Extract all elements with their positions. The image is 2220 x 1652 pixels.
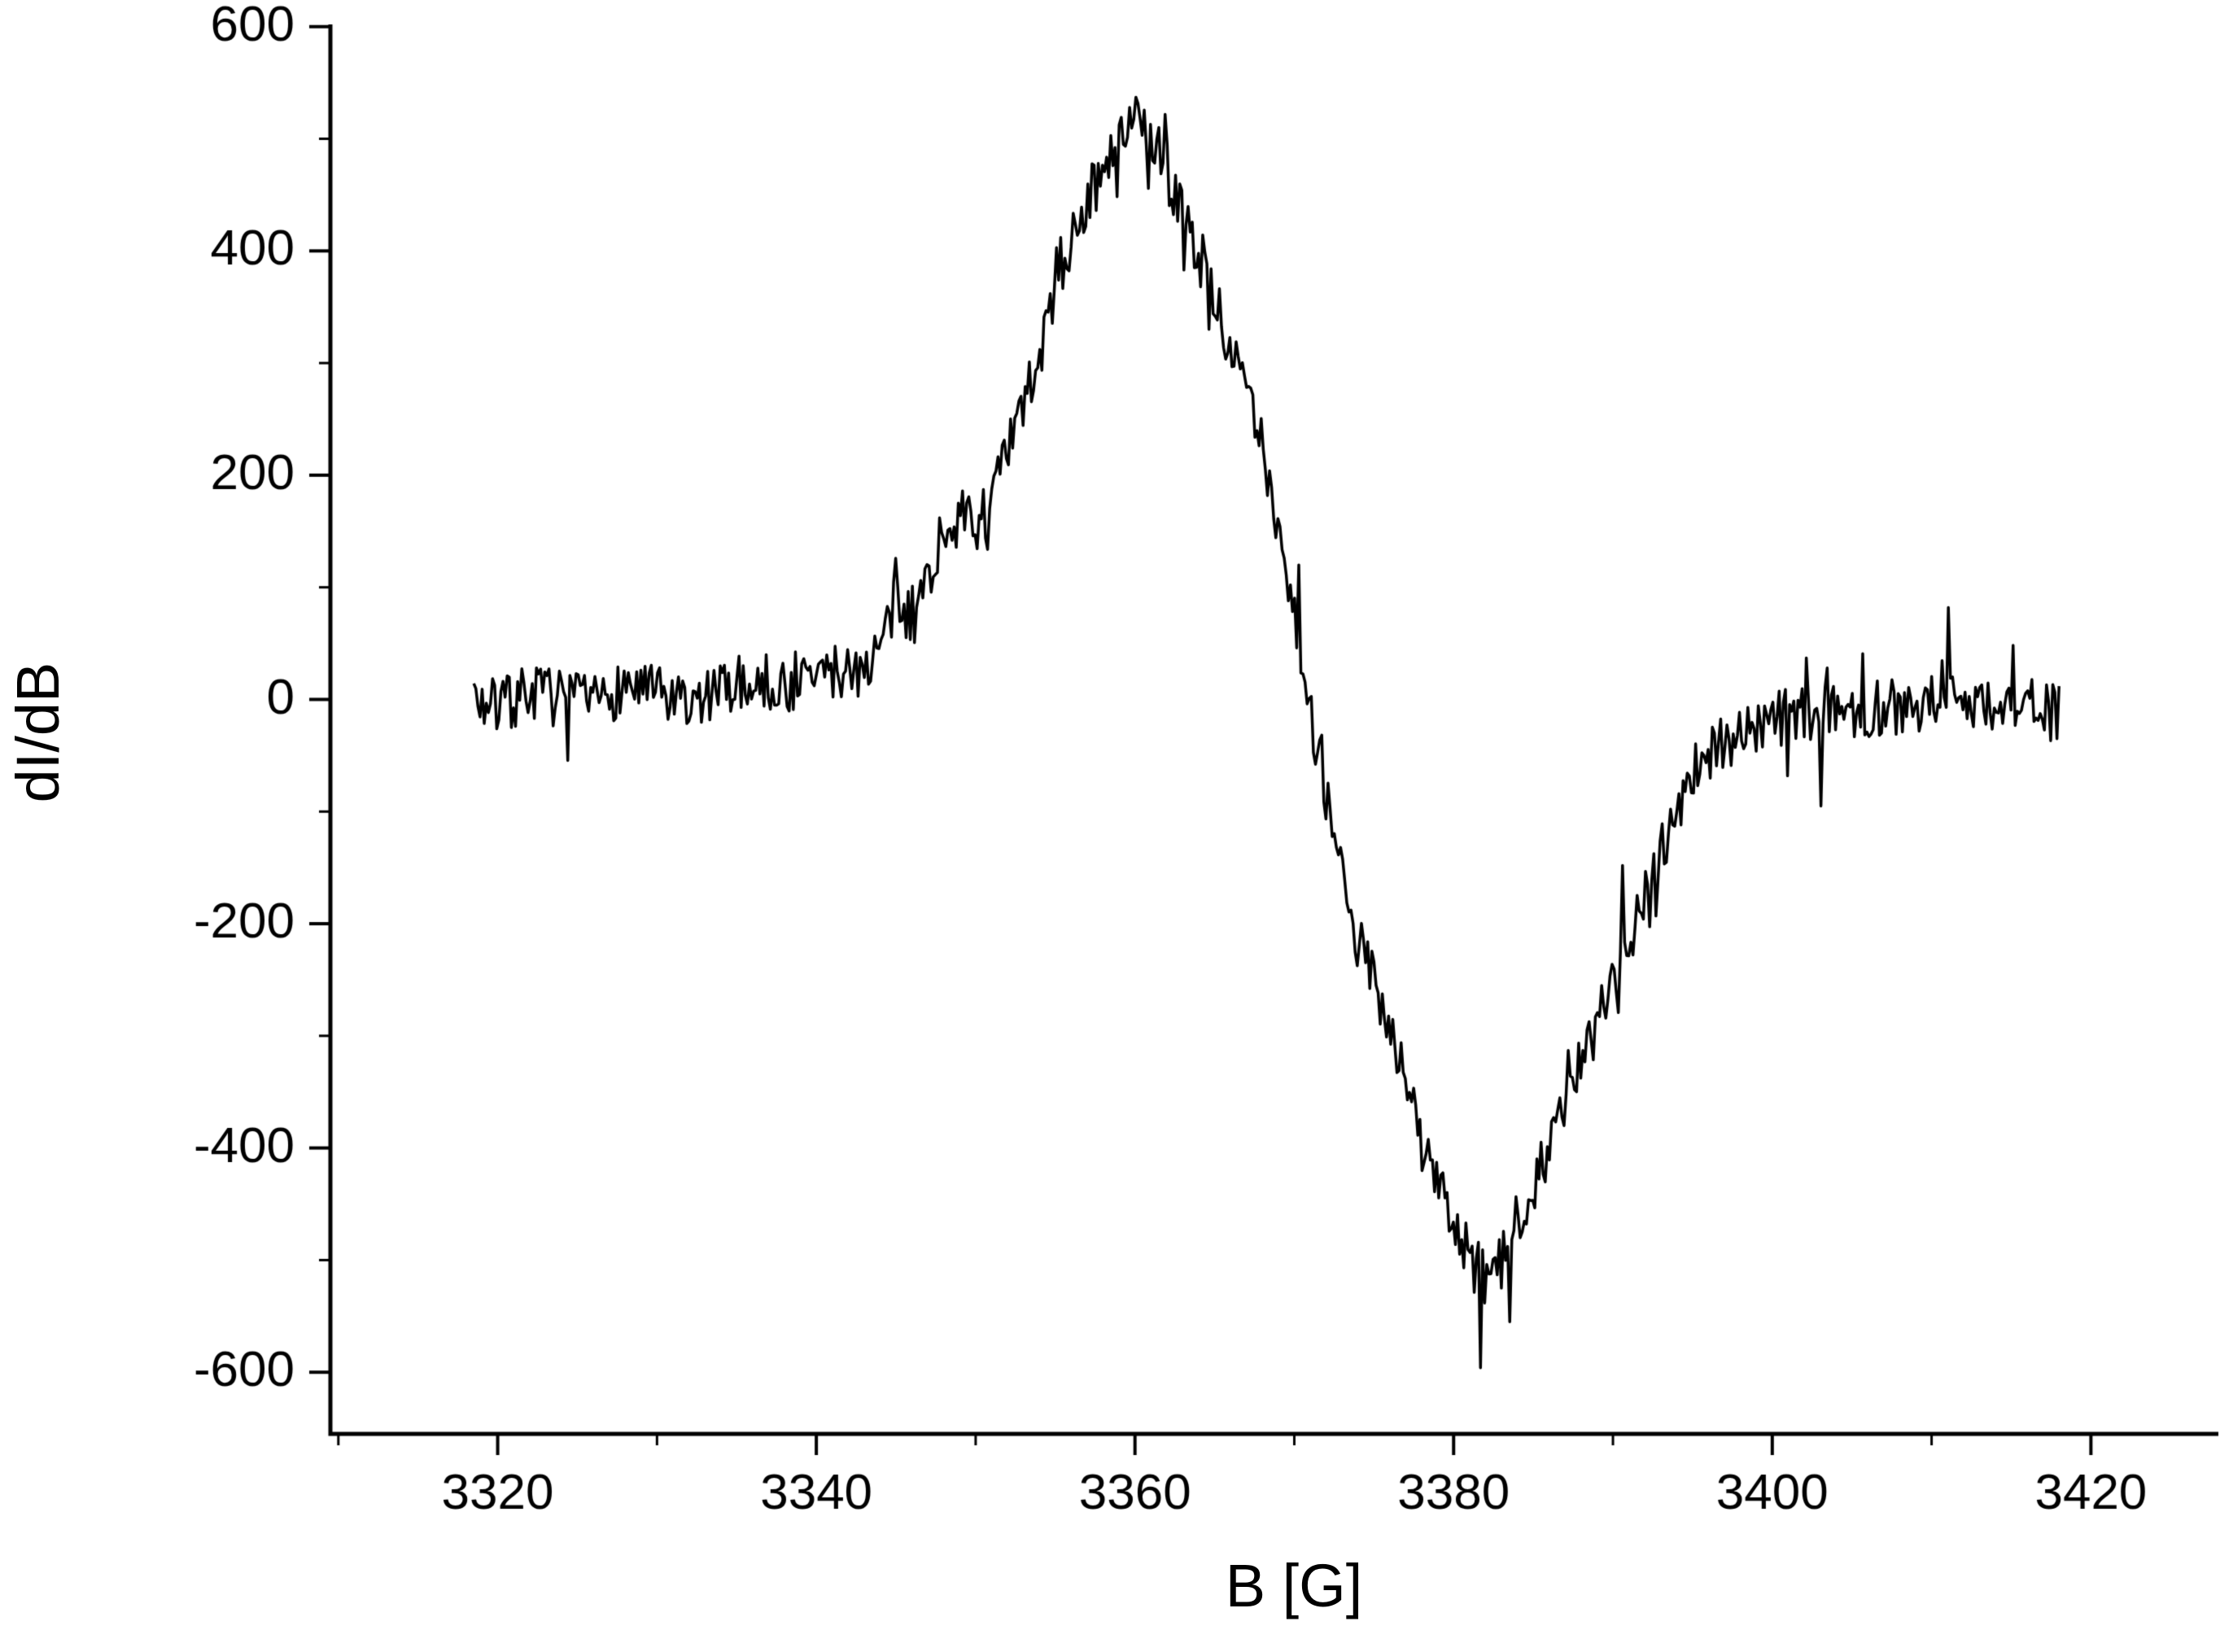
x-axis-title: B [G] xyxy=(1225,1552,1363,1619)
y-axis-title: dI/dB xyxy=(4,662,72,803)
